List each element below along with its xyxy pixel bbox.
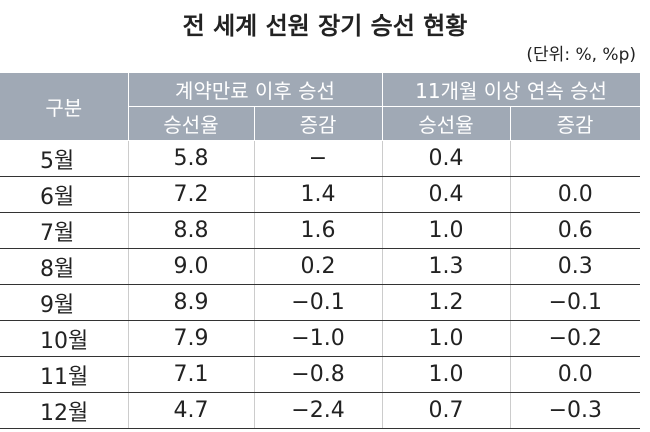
- cell: 7.2: [127, 176, 254, 213]
- cell: 9.0: [127, 248, 254, 285]
- cell: 1.0: [381, 320, 511, 357]
- title: 전 세계 선원 장기 승선 현황: [182, 12, 468, 40]
- table-row: 5월 5.8−0.4: [0, 140, 641, 177]
- cell: −: [253, 140, 383, 177]
- group-header: 11개월 이상 연속 승선: [381, 72, 641, 107]
- cell: 1.0: [381, 212, 511, 249]
- cell: 0.0: [509, 356, 641, 393]
- table-row: 9월 8.9 −0.1 1.2 −0.1: [0, 284, 641, 321]
- subheader: 승선율: [381, 106, 511, 141]
- subheader: 증감: [253, 106, 383, 141]
- cell: 5.8: [127, 140, 254, 177]
- cell: 1.4: [253, 176, 383, 213]
- cell: 1.0: [381, 356, 511, 393]
- row-label: 10월: [0, 320, 128, 357]
- row-label: 11월: [0, 356, 128, 393]
- cell: 1.3: [381, 248, 511, 285]
- cell: 0.3: [509, 248, 641, 285]
- cell: −0.1: [253, 284, 383, 321]
- table-row: 10월 7.9 −1.0 1.0 −0.2: [0, 320, 641, 357]
- cell: 7.1: [127, 356, 254, 393]
- cell: 1.6: [253, 212, 383, 249]
- group-header: 계약만료 이후 승선: [127, 72, 383, 107]
- cell: 8.8: [127, 212, 254, 249]
- cell: −0.2: [509, 320, 641, 357]
- subheader: 승선율: [128, 106, 255, 141]
- table-row: 8월 9.0 0.2 1.3 0.3: [0, 248, 641, 285]
- table: 구분 계약만료 이후 승선 11개월 이상 연속 승선 승선율 증감 승선율 증…: [0, 72, 641, 429]
- cell: −2.4: [253, 392, 383, 429]
- cell: 8.9: [127, 284, 254, 321]
- cell: −0.3: [509, 392, 641, 429]
- row-label: 7월: [0, 212, 128, 249]
- cell: [509, 140, 641, 177]
- table-body: 5월 5.8−0.4 6월 7.2 1.4 0.4 0.0 7월 8.8 1.6 1.0 0.6 8월 9…: [0, 140, 641, 429]
- cell: 1.2: [381, 284, 511, 321]
- cell: 7.9: [127, 320, 254, 357]
- row-label: 6월: [0, 176, 128, 213]
- table-row: 11월 7.1 −0.8 1.0 0.0: [0, 356, 641, 393]
- row-label: 12월: [0, 392, 128, 429]
- cell: −1.0: [253, 320, 383, 357]
- cell: 0.6: [509, 212, 641, 249]
- table-row: 12월 4.7 −2.4 0.7 −0.3: [0, 392, 641, 429]
- cell: −0.8: [253, 356, 383, 393]
- cell: −0.1: [509, 284, 641, 321]
- cell: 0.0: [509, 176, 641, 213]
- row-label: 9월: [0, 284, 128, 321]
- cell: 0.7: [381, 392, 511, 429]
- table-row: 7월 8.8 1.6 1.0 0.6: [0, 212, 641, 249]
- cell: 4.7: [127, 392, 254, 429]
- cell: 0.2: [253, 248, 383, 285]
- unit-note: (단위: %, %p): [526, 45, 636, 65]
- row-label: 8월: [0, 248, 128, 285]
- cell: 0.4: [381, 140, 511, 177]
- subheader: 증감: [509, 106, 641, 141]
- cell: 0.4: [381, 176, 511, 213]
- row-label: 5월: [0, 140, 128, 177]
- table-row: 6월 7.2 1.4 0.4 0.0: [0, 176, 641, 213]
- group-label: 구분: [0, 72, 129, 141]
